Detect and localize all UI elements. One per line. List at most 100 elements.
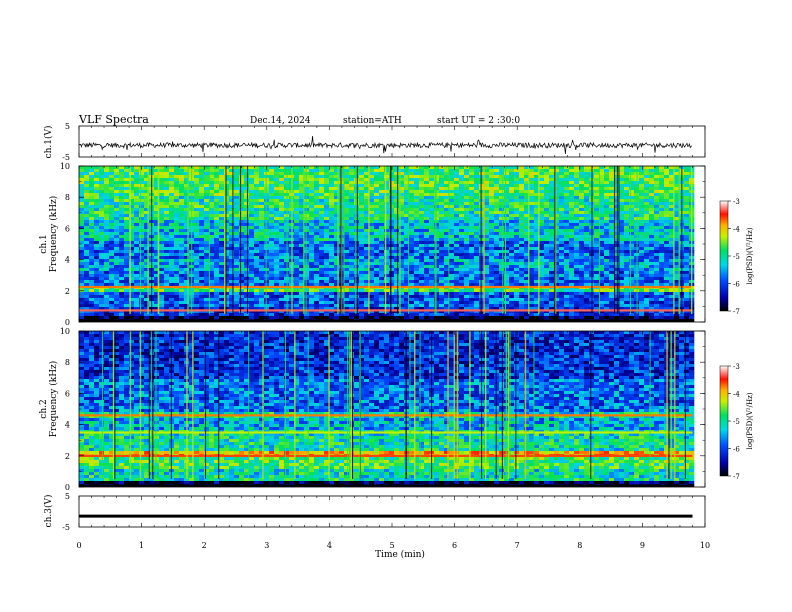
heatmap-cell bbox=[89, 202, 95, 206]
heatmap-cell bbox=[274, 220, 280, 224]
heatmap-cell bbox=[414, 265, 420, 269]
heatmap-cell bbox=[364, 256, 370, 260]
heatmap-cell bbox=[314, 283, 320, 287]
heatmap-cell bbox=[464, 247, 470, 251]
heatmap-cell bbox=[79, 292, 85, 296]
heatmap-cell bbox=[194, 271, 200, 275]
heatmap-cell bbox=[104, 193, 110, 197]
heatmap-cell bbox=[324, 259, 330, 263]
heatmap-cell bbox=[539, 247, 545, 251]
heatmap-cell bbox=[474, 250, 480, 254]
heatmap-cell bbox=[514, 256, 520, 260]
heatmap-cell bbox=[154, 313, 160, 317]
heatmap-cell bbox=[79, 304, 85, 308]
heatmap-cell bbox=[184, 184, 190, 188]
heatmap-cell bbox=[199, 181, 205, 185]
heatmap-cell bbox=[204, 250, 210, 254]
heatmap-cell bbox=[439, 316, 445, 320]
heatmap-cell bbox=[379, 244, 385, 248]
heatmap-cell bbox=[524, 178, 530, 182]
heatmap-cell bbox=[489, 241, 495, 245]
heatmap-cell bbox=[394, 310, 400, 314]
heatmap-cell bbox=[174, 304, 180, 308]
heatmap-cell bbox=[104, 181, 110, 185]
heatmap-cell bbox=[319, 184, 325, 188]
heatmap-cell bbox=[494, 262, 500, 266]
heatmap-cell bbox=[469, 241, 475, 245]
heatmap-cell bbox=[374, 271, 380, 275]
heatmap-cell bbox=[479, 256, 485, 260]
heatmap-cell bbox=[469, 244, 475, 248]
heatmap-cell bbox=[379, 271, 385, 275]
heatmap-cell bbox=[459, 193, 465, 197]
heatmap-cell bbox=[279, 190, 285, 194]
heatmap-cell bbox=[414, 298, 420, 302]
heatmap-cell bbox=[384, 289, 390, 293]
heatmap-cell bbox=[319, 244, 325, 248]
heatmap-cell bbox=[129, 280, 135, 284]
heatmap-cell bbox=[369, 211, 375, 215]
heatmap-cell bbox=[389, 232, 395, 236]
heatmap-cell bbox=[399, 199, 405, 203]
heatmap-cell bbox=[389, 253, 395, 257]
heatmap-cell bbox=[384, 226, 390, 230]
heatmap-cell bbox=[524, 298, 530, 302]
heatmap-cell bbox=[169, 208, 175, 212]
heatmap-cell bbox=[464, 241, 470, 245]
heatmap-cell bbox=[129, 217, 135, 221]
heatmap-cell bbox=[214, 181, 220, 185]
heatmap-cell bbox=[154, 193, 160, 197]
heatmap-cell bbox=[459, 205, 465, 209]
heatmap-cell bbox=[444, 265, 450, 269]
heatmap-cell bbox=[489, 196, 495, 200]
heatmap-cell bbox=[359, 280, 365, 284]
heatmap-cell bbox=[399, 178, 405, 182]
heatmap-cell bbox=[139, 259, 145, 263]
heatmap-cell bbox=[484, 268, 490, 272]
heatmap-cell bbox=[129, 214, 135, 218]
heatmap-cell bbox=[234, 253, 240, 257]
heatmap-cell bbox=[269, 262, 275, 266]
heatmap-cell bbox=[394, 220, 400, 224]
heatmap-cell bbox=[434, 181, 440, 185]
heatmap-cell bbox=[369, 241, 375, 245]
heatmap-cell bbox=[199, 223, 205, 227]
heatmap-cell bbox=[429, 253, 435, 257]
heatmap-cell bbox=[304, 175, 310, 179]
heatmap-cell bbox=[179, 304, 185, 308]
heatmap-cell bbox=[359, 271, 365, 275]
heatmap-cell bbox=[514, 205, 520, 209]
heatmap-cell bbox=[249, 271, 255, 275]
heatmap-cell bbox=[319, 292, 325, 296]
heatmap-cell bbox=[499, 235, 505, 239]
heatmap-cell bbox=[544, 277, 550, 281]
heatmap-cell bbox=[139, 307, 145, 311]
heatmap-cell bbox=[194, 292, 200, 296]
heatmap-cell bbox=[164, 280, 170, 284]
heatmap-cell bbox=[384, 214, 390, 218]
heatmap-cell bbox=[539, 295, 545, 299]
heatmap-cell bbox=[99, 295, 105, 299]
heatmap-cell bbox=[469, 172, 475, 176]
heatmap-cell bbox=[454, 187, 460, 191]
heatmap-cell bbox=[484, 190, 490, 194]
heatmap-cell bbox=[164, 253, 170, 257]
heatmap-cell bbox=[254, 289, 260, 293]
heatmap-cell bbox=[374, 223, 380, 227]
heatmap-cell bbox=[99, 190, 105, 194]
heatmap-cell bbox=[314, 262, 320, 266]
heatmap-cell bbox=[224, 181, 230, 185]
heatmap-cell bbox=[224, 283, 230, 287]
heatmap-cell bbox=[364, 244, 370, 248]
heatmap-cell bbox=[514, 169, 520, 173]
heatmap-cell bbox=[234, 202, 240, 206]
heatmap-cell bbox=[229, 298, 235, 302]
heatmap-cell bbox=[449, 298, 455, 302]
heatmap-cell bbox=[159, 244, 165, 248]
heatmap-cell bbox=[239, 244, 245, 248]
heatmap-cell bbox=[244, 256, 250, 260]
heatmap-cell bbox=[244, 277, 250, 281]
heatmap-cell bbox=[424, 178, 430, 182]
heatmap-cell bbox=[174, 298, 180, 302]
heatmap-cell bbox=[254, 277, 260, 281]
